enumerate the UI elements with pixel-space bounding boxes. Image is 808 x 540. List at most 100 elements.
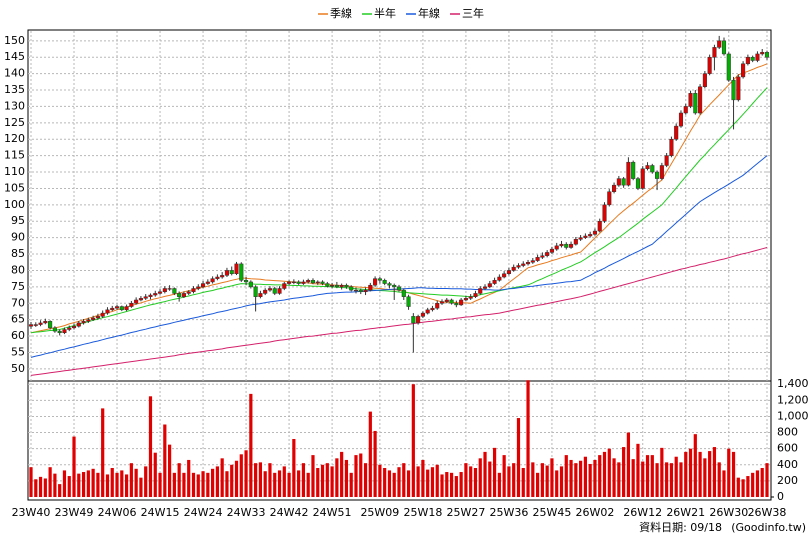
volume-bar — [684, 451, 688, 497]
candle-body — [626, 161, 631, 186]
y-tick-label: 85 — [11, 247, 25, 260]
volume-bar — [617, 462, 621, 497]
candle-body — [114, 306, 120, 309]
volume-bar — [268, 463, 272, 497]
volume-bar — [574, 463, 578, 497]
candle-body — [57, 330, 62, 334]
candle-body — [693, 93, 698, 114]
volume-bar — [244, 450, 248, 497]
candle-body — [583, 235, 588, 238]
candle-body — [167, 288, 172, 290]
volume-bar — [722, 470, 726, 497]
candle-body — [760, 52, 765, 55]
volume-bar — [507, 466, 511, 497]
candle-body — [678, 112, 684, 127]
candle-body — [578, 237, 583, 240]
volume-bar — [335, 458, 339, 497]
candle-body — [267, 288, 273, 291]
candle-body — [229, 270, 234, 274]
volume-bar — [464, 463, 468, 497]
volume-bar — [564, 455, 568, 497]
candle-body — [640, 168, 645, 189]
candle-body — [516, 265, 521, 268]
candle-body — [244, 280, 249, 283]
candle-body — [28, 324, 34, 327]
volume-bar — [373, 430, 377, 497]
volume-bar — [607, 448, 611, 497]
candle-body — [592, 230, 597, 235]
volume-bar — [698, 451, 702, 497]
candle-body — [134, 299, 139, 304]
candle-body — [588, 234, 593, 237]
volume-bar — [77, 473, 81, 497]
x-tick-label: 26W21 — [666, 506, 705, 519]
volume-bar — [526, 380, 530, 497]
candle-body — [86, 319, 91, 322]
candle-body — [172, 288, 177, 294]
candle-body — [674, 125, 679, 140]
candle-body — [406, 296, 411, 307]
candle-body — [745, 56, 750, 65]
volume-bar — [38, 476, 43, 497]
candle-body — [736, 76, 741, 101]
candle-body — [325, 283, 330, 287]
volume-bar — [650, 455, 654, 497]
candle-body — [564, 243, 569, 248]
volume-bar — [320, 464, 325, 497]
legend-label: 年線 — [418, 6, 440, 20]
x-tick-label: 26W02 — [576, 506, 615, 519]
candle-body — [100, 312, 105, 317]
candle-body — [91, 317, 96, 320]
candle-body — [76, 322, 81, 327]
x-tick-label: 23W49 — [55, 506, 94, 519]
candle-body — [473, 293, 478, 297]
volume-bar — [277, 470, 282, 497]
candle-body — [177, 293, 182, 297]
candle-body — [315, 281, 320, 284]
candle-body — [349, 286, 354, 291]
volume-bar — [392, 472, 396, 497]
volume-bar — [292, 439, 296, 497]
y-tick-label: 100 — [4, 198, 25, 211]
volume-bar — [297, 470, 301, 497]
y-tick-label: 90 — [11, 231, 25, 244]
candle-body — [392, 284, 397, 288]
volume-bar — [626, 432, 631, 497]
candle-body — [506, 270, 511, 274]
volume-bar — [693, 434, 697, 497]
volume-bar — [167, 444, 172, 497]
candle-body — [463, 298, 468, 301]
candle-body — [153, 293, 158, 296]
volume-bar — [211, 468, 215, 497]
volume-bar — [254, 463, 258, 497]
y2-tick-label: 1,400 — [777, 377, 808, 390]
volume-bar — [665, 462, 669, 497]
volume-bar — [622, 447, 626, 497]
candle-body — [253, 286, 258, 297]
candle-body — [726, 53, 731, 81]
candle-body — [148, 294, 153, 297]
candle-body — [105, 309, 110, 314]
volume-bar — [712, 447, 717, 497]
volume-bar — [306, 472, 310, 497]
volume-bar — [478, 458, 482, 497]
candle-body — [612, 184, 617, 192]
volume-bar — [746, 476, 750, 497]
y-tick-label: 75 — [11, 280, 25, 293]
volume-bar — [631, 459, 635, 497]
x-tick-label: 25W18 — [403, 506, 442, 519]
volume-bar — [717, 462, 721, 497]
y-tick-label: 145 — [4, 50, 25, 63]
volume-bar — [459, 472, 463, 497]
volume-bar — [282, 466, 286, 497]
candle-body — [616, 178, 621, 186]
candle-body — [330, 284, 335, 287]
plot-frame — [27, 29, 772, 501]
volume-bar — [191, 472, 196, 497]
candle-body — [487, 283, 492, 288]
y2-tick-label: 600 — [777, 442, 798, 455]
volume-bar — [521, 468, 525, 497]
x-tick-label: 26W38 — [748, 506, 787, 519]
volume-bar — [755, 470, 760, 497]
candle-body — [702, 73, 707, 88]
